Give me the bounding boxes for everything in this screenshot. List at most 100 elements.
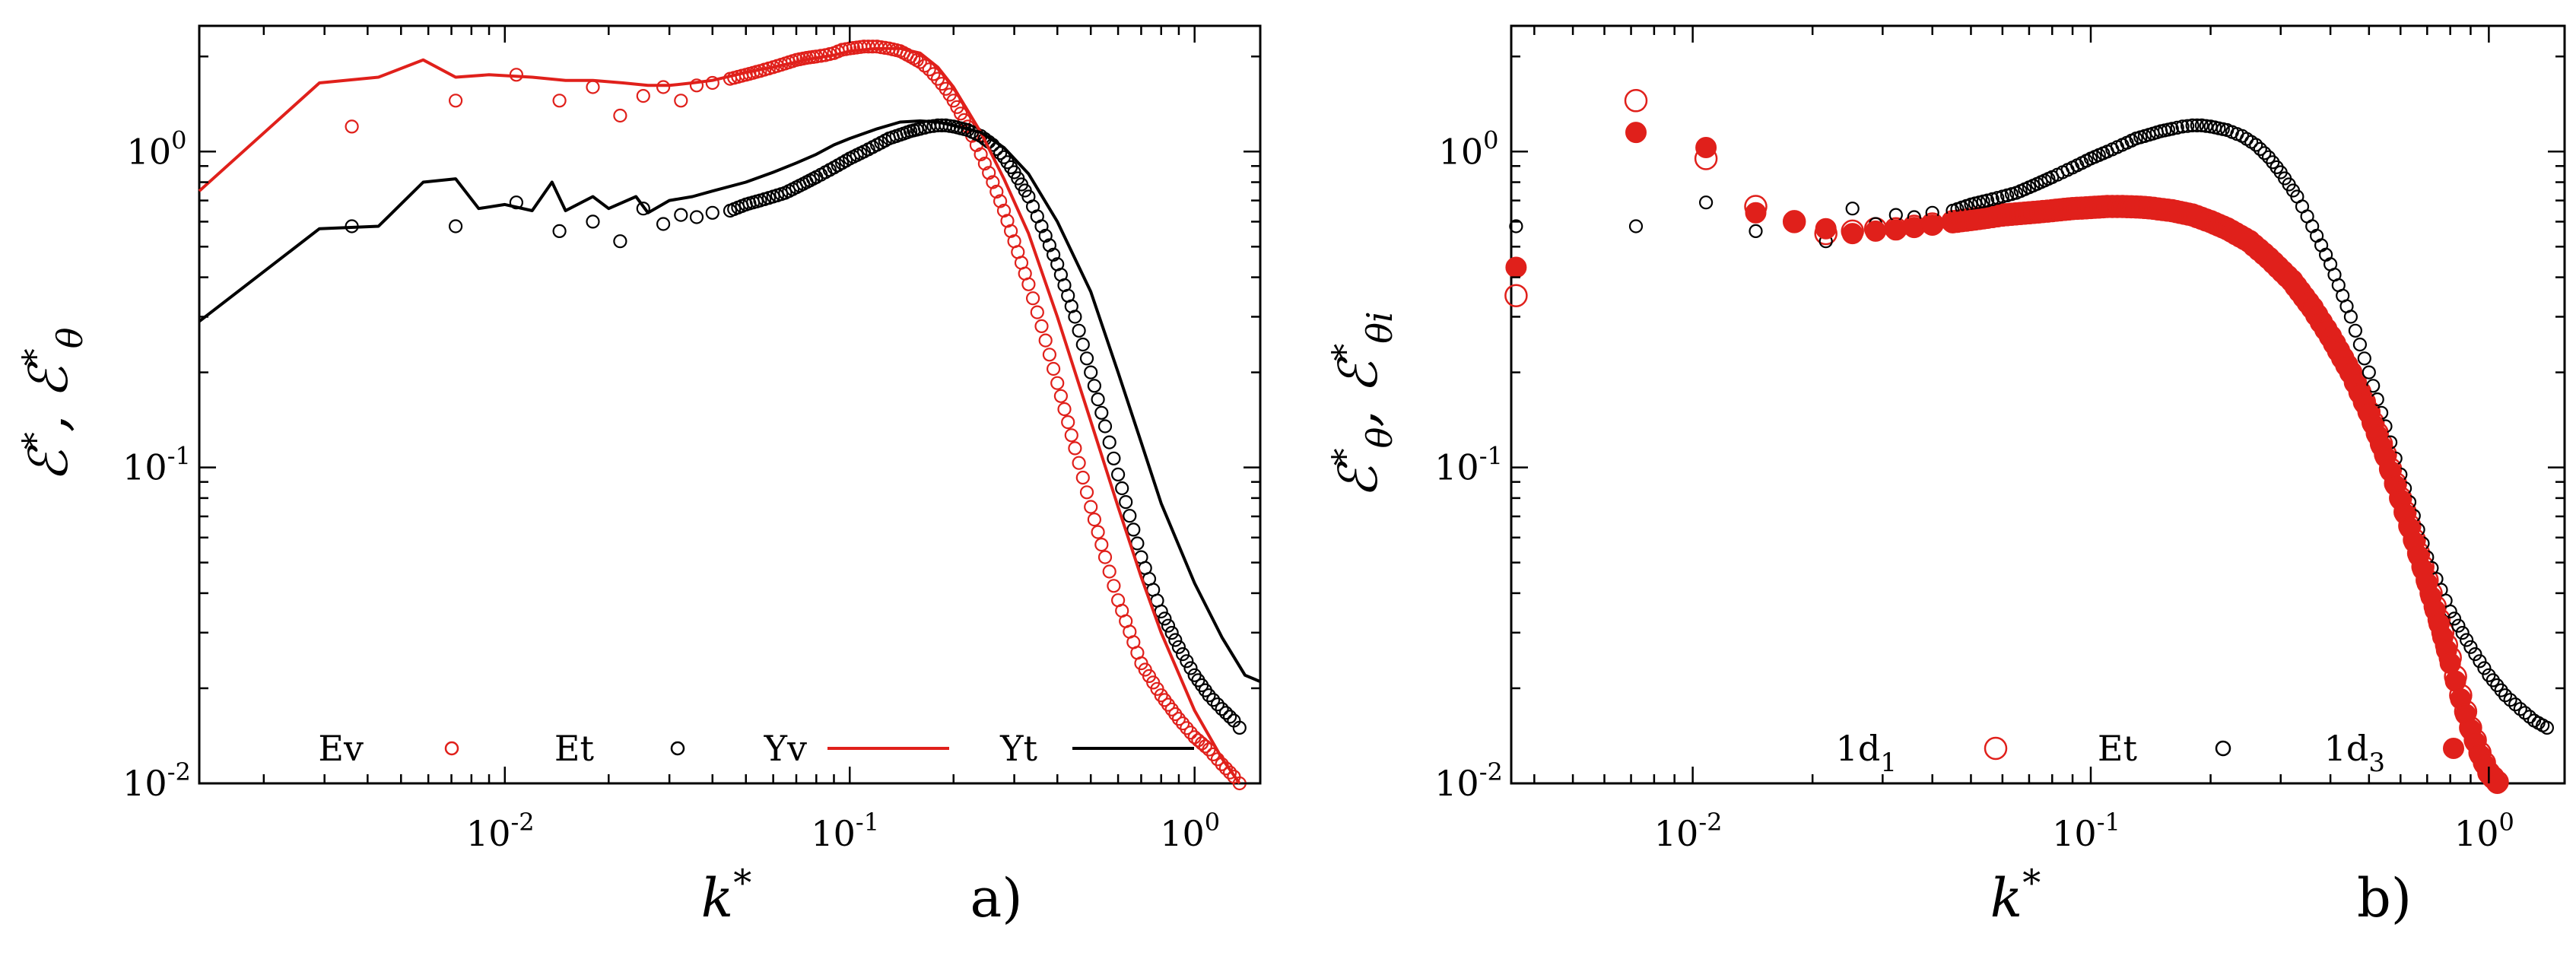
panel-a-line-yt bbox=[198, 119, 1261, 684]
panel-b-tick-label-y2: 100 bbox=[1439, 125, 1499, 172]
panel-a-point-et bbox=[1232, 720, 1247, 735]
panel-a-point-ev bbox=[1171, 712, 1186, 726]
panel-b-point-et bbox=[1980, 193, 1995, 208]
panel-b-tag: b) bbox=[2357, 867, 2412, 929]
panel-b-point-et bbox=[2539, 720, 2554, 735]
panel-a-point-ev bbox=[1202, 742, 1216, 757]
panel-b-point-et bbox=[2513, 702, 2527, 716]
panel-a-series-ev bbox=[345, 40, 1247, 791]
panel-a-point-ev bbox=[1084, 500, 1098, 514]
panel-b-point-1d3 bbox=[1841, 223, 1863, 245]
panel-b-point-et bbox=[1990, 191, 2005, 205]
panel-a-point-et bbox=[1154, 604, 1168, 619]
panel-b-point-et bbox=[2498, 688, 2513, 703]
panel-a-point-ev bbox=[1042, 348, 1057, 362]
panel-a-point-ev bbox=[1198, 739, 1212, 754]
panel-a-point-et bbox=[1084, 365, 1098, 380]
panel-b-point-et bbox=[2343, 310, 2358, 324]
panel-a-point-et bbox=[1042, 238, 1057, 252]
panel-b-point-1d3 bbox=[1865, 220, 1887, 242]
panel-a-point-ev bbox=[953, 106, 968, 121]
panel-b-tick-label-y1: 10-1 bbox=[1434, 442, 1503, 488]
panel-b-point-et bbox=[2257, 146, 2272, 160]
panel-a-xlabel: k* bbox=[701, 862, 751, 929]
panel-a-point-ev bbox=[448, 94, 463, 108]
panel-a-point-et bbox=[1034, 219, 1049, 233]
panel-b-series-1d1 bbox=[1504, 89, 2509, 794]
panel-a-point-ev bbox=[974, 147, 988, 161]
panel-b-point-et bbox=[2165, 122, 2179, 136]
panel-b-point-1d1 bbox=[1504, 284, 1528, 307]
legend-marker-ev bbox=[444, 741, 459, 756]
panel-b-point-et bbox=[2348, 323, 2362, 338]
panel-b-series-1d3 bbox=[1505, 122, 2508, 794]
panel-a-point-et bbox=[1097, 419, 1113, 434]
panel-a-point-ev bbox=[926, 67, 941, 81]
panel-b-point-et bbox=[2190, 118, 2204, 132]
panel-a-point-ev bbox=[917, 59, 932, 73]
panel-b-point-et bbox=[2249, 138, 2263, 152]
panel-b-point-et bbox=[1985, 192, 1999, 206]
panel-a-tick-label-y0: 10-2 bbox=[122, 757, 191, 804]
panel-b-point-1d3 bbox=[1903, 217, 1925, 239]
legend-marker-et-b bbox=[2215, 740, 2231, 757]
panel-a-point-ev bbox=[1030, 305, 1044, 319]
panel-a-point-et bbox=[1180, 654, 1194, 669]
panel-a-point-et bbox=[1183, 661, 1198, 675]
panel-b-point-et bbox=[2473, 654, 2487, 669]
panel-a: 10-2 10-1 100 10-2 10-1 100 ℰ*, ℰ*θ k* a) Ev … bbox=[14, 24, 1262, 929]
panel-b-point-et bbox=[2477, 661, 2492, 675]
panel-a-point-et bbox=[1075, 337, 1090, 352]
panel-a-point-et bbox=[1102, 435, 1116, 449]
panel-b-point-et bbox=[2517, 706, 2532, 720]
legend-label-ev: Ev bbox=[318, 728, 364, 769]
panel-a-point-ev bbox=[913, 55, 927, 69]
panel-b-point-1d3 bbox=[1505, 256, 1527, 278]
panel-a-point-ev bbox=[1034, 319, 1049, 333]
panel-a-point-et bbox=[1175, 646, 1190, 662]
panel-a-point-ev bbox=[552, 94, 567, 108]
panel-a-point-et bbox=[1087, 379, 1102, 393]
panel-a-point-et bbox=[1072, 323, 1086, 338]
panel-a-tick-label-y1: 10-1 bbox=[122, 442, 191, 488]
panel-a-point-et bbox=[613, 234, 627, 249]
panel-b-tick-label-x1: 10-1 bbox=[2052, 808, 2120, 854]
panel-a-point-ev bbox=[986, 175, 1000, 189]
legend-label-yv: Yv bbox=[764, 728, 807, 769]
panel-b-point-et bbox=[2455, 625, 2470, 640]
panel-a-point-ev bbox=[1094, 537, 1109, 552]
panel-a-point-ev bbox=[345, 119, 359, 134]
panel-a-point-ev bbox=[1021, 277, 1036, 291]
panel-a-point-ev bbox=[1057, 402, 1072, 417]
panel-b-point-1d3 bbox=[1745, 202, 1767, 224]
panel-b-tick-label-x0: 10-2 bbox=[1654, 808, 1723, 854]
panel-a-point-ev bbox=[705, 75, 719, 91]
panel-a-point-ev bbox=[1102, 564, 1116, 579]
panel-a-point-ev bbox=[1183, 726, 1198, 740]
panel-a-tag: a) bbox=[970, 867, 1022, 929]
panel-b-point-1d3 bbox=[1885, 219, 1907, 241]
panel-a-series-yt bbox=[198, 119, 1261, 684]
panel-a-point-ev bbox=[1097, 550, 1113, 564]
panel-a-point-ev bbox=[1107, 579, 1121, 593]
panel-a-point-et bbox=[705, 205, 719, 220]
panel-a-point-ev bbox=[1222, 765, 1237, 780]
panel-a-point-ev bbox=[950, 100, 964, 114]
panel-b-point-et bbox=[2170, 120, 2184, 135]
panel-a-point-et bbox=[1202, 688, 1216, 703]
panel-a-point-et bbox=[1079, 351, 1094, 366]
panel-a-point-ev bbox=[1175, 716, 1190, 731]
panel-a-tick-label-y2: 100 bbox=[127, 125, 187, 172]
panel-a-point-et bbox=[552, 224, 567, 238]
panel-a-point-et bbox=[1068, 310, 1082, 324]
panel-b-point-1d3 bbox=[1784, 211, 1806, 233]
legend-label-1d1: 1d1 bbox=[1836, 728, 1897, 778]
panel-a-point-ev bbox=[636, 88, 650, 103]
panel-a-tick-label-x0: 10-2 bbox=[466, 808, 535, 854]
panel-b-point-et bbox=[2194, 118, 2209, 132]
panel-b-ylabel: ℰ*θ, ℰ*θi bbox=[1324, 311, 1400, 497]
panel-a-point-ev bbox=[674, 94, 688, 108]
panel-b-point-et bbox=[2503, 693, 2517, 707]
panel-b-point-et bbox=[1749, 224, 1763, 238]
